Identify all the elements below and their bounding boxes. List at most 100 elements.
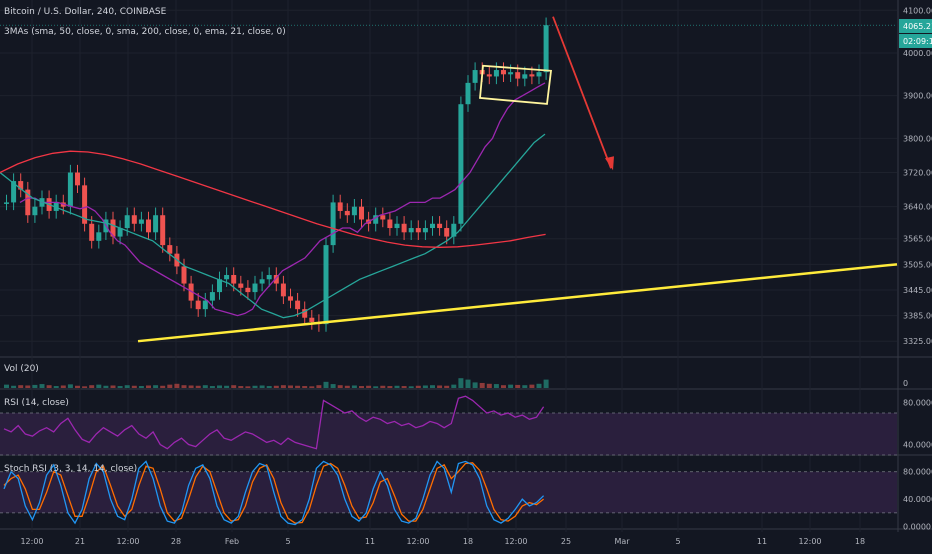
candle-body — [4, 202, 9, 204]
volume-bar — [67, 384, 73, 388]
price-pane[interactable] — [0, 16, 898, 343]
candle-body — [351, 206, 357, 216]
candle-body — [252, 283, 258, 293]
time-tick-label: 11 — [757, 537, 767, 546]
candle-body — [508, 72, 514, 75]
volume-bar — [25, 385, 31, 388]
candle-body — [167, 245, 173, 254]
volume-bar — [217, 385, 222, 388]
volume-bar — [479, 382, 485, 388]
volume-bar — [46, 385, 52, 388]
candle-body — [387, 219, 393, 229]
candle-body — [195, 300, 201, 310]
rsi-label: RSI (14, close) — [4, 398, 69, 408]
down-arrow-shaft — [552, 16, 612, 169]
candle-body — [330, 202, 336, 246]
rsi-line — [3, 395, 545, 450]
price-axis[interactable]: 4100.00 4000.00 3900.00 3800.00 3720.00 3640.… — [903, 6, 932, 531]
volume-bar — [451, 384, 457, 388]
candle-body — [266, 275, 272, 280]
volume-bar — [366, 385, 372, 388]
candle-body — [259, 279, 265, 284]
volume-bar — [288, 385, 293, 388]
volume-bar — [117, 386, 123, 388]
volume-bar — [231, 385, 237, 388]
price-tick-label: 3505.00 — [903, 260, 932, 269]
candle-body — [415, 228, 421, 233]
volume-bar — [493, 384, 499, 388]
rsi-pane[interactable] — [0, 395, 897, 456]
candle-body — [75, 172, 80, 186]
candle-body — [408, 228, 414, 233]
sma-200-line — [0, 150, 546, 248]
stoch-rsi-tick-label: 80.0000 — [903, 468, 932, 477]
time-tick-label: 12:00 — [504, 537, 527, 546]
volume-bar — [174, 383, 180, 388]
candle-body — [160, 215, 166, 246]
candle-body — [82, 185, 88, 224]
candle-body — [273, 275, 279, 284]
candle-body — [309, 317, 315, 322]
candle-body — [181, 266, 187, 284]
stoch-k-line — [3, 460, 545, 526]
volume-bar — [195, 385, 201, 388]
candle-body — [146, 219, 151, 233]
volume-bar — [266, 386, 272, 388]
volume-bar — [444, 385, 450, 388]
volume-bar — [337, 385, 343, 388]
price-tick-label: 3445.00 — [903, 286, 932, 295]
time-tick-label: 12:00 — [20, 537, 43, 546]
volume-bar — [4, 384, 9, 388]
price-tick-label: 3565.00 — [903, 235, 932, 244]
volume-pane[interactable] — [4, 378, 549, 388]
volume-bar — [181, 385, 187, 388]
candle-body — [295, 300, 301, 310]
volume-bar — [273, 385, 279, 388]
volume-bar — [302, 386, 308, 388]
candle-body — [401, 223, 407, 233]
stoch-rsi-pane[interactable] — [0, 460, 897, 526]
price-tick-label: 4000.00 — [903, 49, 932, 58]
candle-body — [124, 215, 130, 229]
candle-body — [89, 223, 95, 241]
time-axis[interactable]: 12:00 21 12:00 28 Feb 5 11 12:00 18 12:00 25 Mar 5 11… — [20, 537, 865, 546]
last-price-badge — [899, 19, 932, 33]
candle-body — [543, 25, 549, 73]
candle-body — [373, 215, 379, 224]
candle-body — [430, 223, 435, 229]
volume-bar — [110, 385, 116, 388]
time-tick-label: 28 — [171, 537, 181, 546]
candle-body — [486, 74, 492, 77]
volume-bar — [224, 385, 230, 388]
volume-bar — [458, 378, 464, 388]
candle-body — [209, 292, 215, 301]
price-tick-label: 3640.00 — [903, 203, 932, 212]
candle-body — [536, 72, 542, 77]
time-tick-label: Mar — [614, 537, 630, 546]
volume-bar — [316, 385, 322, 388]
candle-body — [138, 219, 144, 224]
candle-body — [359, 206, 364, 220]
support-trendline — [137, 263, 898, 343]
time-tick-label: 12:00 — [116, 537, 139, 546]
volume-bar — [408, 386, 414, 388]
candle-body — [96, 232, 102, 241]
candle-body — [515, 72, 521, 79]
volume-bar — [359, 386, 364, 388]
candle-body — [245, 287, 251, 293]
volume-bar — [209, 386, 215, 388]
candle-body — [25, 189, 31, 216]
rsi-band — [0, 413, 897, 455]
candle-body — [458, 104, 464, 224]
volume-tick-label: 0 — [903, 379, 908, 388]
candle-body — [344, 210, 350, 216]
volume-bar — [82, 386, 88, 388]
time-tick-label: 11 — [365, 537, 375, 546]
volume-bar — [373, 386, 379, 388]
candle-body — [522, 74, 528, 79]
time-tick-label: 12:00 — [798, 537, 821, 546]
volume-bar — [124, 385, 130, 388]
price-tick-label: 3720.00 — [903, 169, 932, 178]
